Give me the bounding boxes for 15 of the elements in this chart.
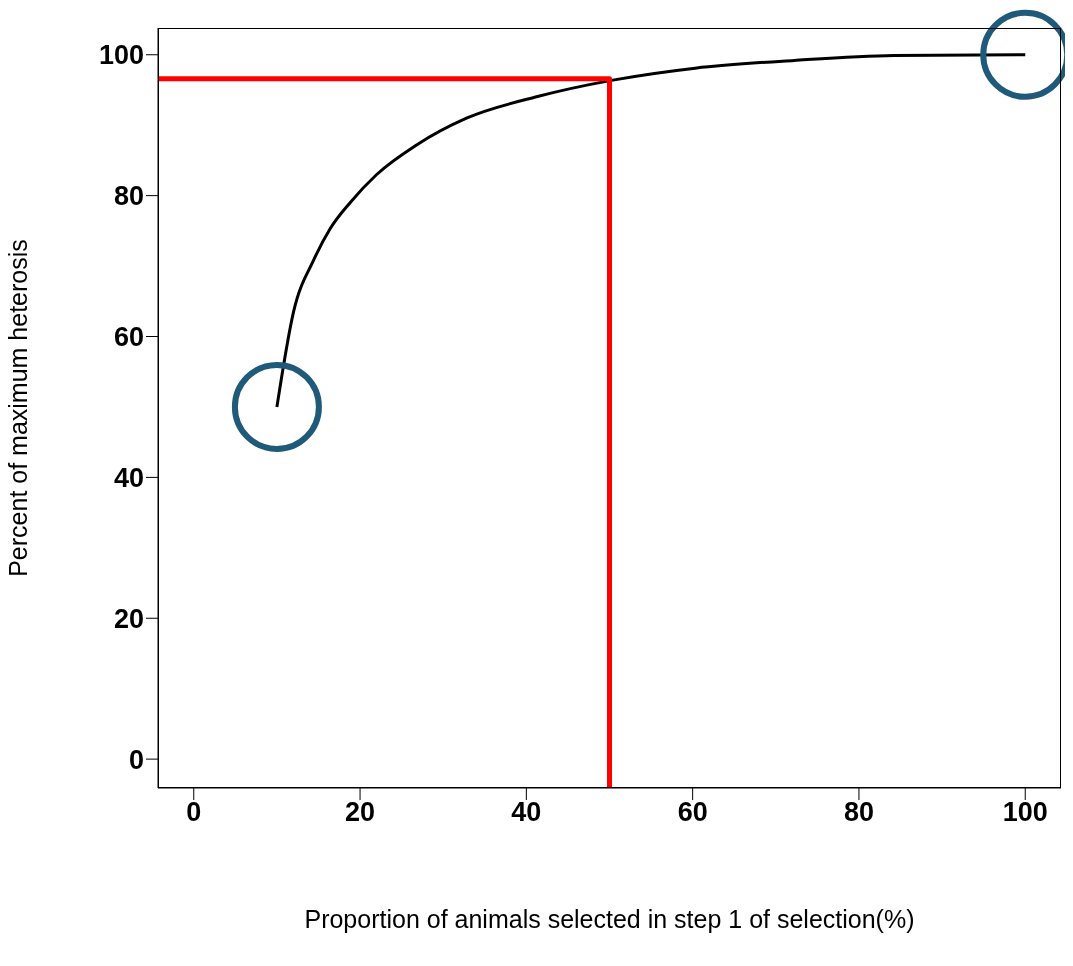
y-tick-label: 80 [113,181,144,212]
x-axis-title: Proportion of animals selected in step 1 of selection(%) [304,905,915,933]
x-tick-label: 20 [345,797,376,828]
x-tick-label: 80 [843,797,874,828]
y-axis-title: Percent of maximum heterosis [3,239,32,577]
y-tick-label: 20 [113,603,144,634]
y-tick-label: 60 [113,322,144,353]
x-tick-label: 0 [186,797,202,828]
line-series [275,53,1027,409]
y-tick-label: 40 [113,462,144,493]
x-tick-label: 100 [1002,797,1048,828]
x-tick-label: 60 [677,797,708,828]
y-tick-label: 0 [128,744,144,775]
y-tick-label: 100 [98,40,144,71]
x-tick-label: 40 [511,797,542,828]
